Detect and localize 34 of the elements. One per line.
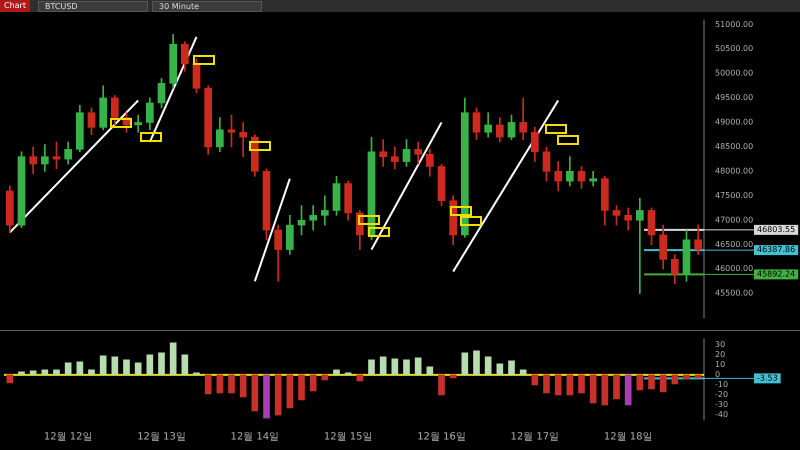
- x-tick-label: 12월 15일: [324, 432, 372, 443]
- text: Chart: [0, 0, 30, 12]
- x-tick-label: 12월 18일: [604, 432, 652, 443]
- y-tick-label: 51000.00: [715, 20, 754, 29]
- y-tick-label: 49000.00: [715, 118, 754, 127]
- y-tick-label: 20: [715, 350, 726, 359]
- ref-line-label: 46387.86: [757, 245, 796, 254]
- y-tick-label: 50000.00: [715, 68, 754, 78]
- x-tick-label: 12월 13일: [137, 432, 186, 443]
- y-tick-label: 45500.00: [715, 288, 754, 298]
- ref-line-label: 45892.24: [757, 269, 796, 278]
- y-tick-label: 48000.00: [715, 166, 754, 176]
- y-tick-label: 46000.00: [715, 264, 754, 274]
- ref-line-label: -3.53: [757, 374, 778, 383]
- x-tick-label: 12월 12일: [44, 432, 92, 443]
- x-tick-label: 12월 14일: [230, 432, 280, 443]
- ref-line-label: 46803.55: [757, 224, 796, 234]
- text: 30 Minute: [152, 0, 262, 12]
- y-tick-label: 48500.00: [715, 142, 754, 151]
- y-tick-label: 47500.00: [715, 190, 754, 200]
- y-tick-label: 49500.00: [715, 93, 754, 102]
- y-tick-label: 10: [715, 360, 726, 369]
- text: BTCUSD: [38, 0, 148, 12]
- y-tick-label: -10: [715, 380, 728, 389]
- y-tick-label: 47000.00: [715, 215, 754, 224]
- y-tick-label: -40: [715, 410, 728, 420]
- x-tick-label: 12월 17일: [510, 432, 560, 443]
- y-tick-label: 0: [715, 370, 720, 379]
- y-tick-label: 50500.00: [715, 44, 754, 54]
- y-tick-label: -30: [715, 400, 728, 410]
- y-tick-label: -20: [715, 390, 728, 400]
- x-tick-label: 12월 16일: [417, 432, 466, 443]
- y-tick-label: 46500.00: [715, 240, 754, 249]
- y-tick-label: 30: [715, 340, 726, 349]
